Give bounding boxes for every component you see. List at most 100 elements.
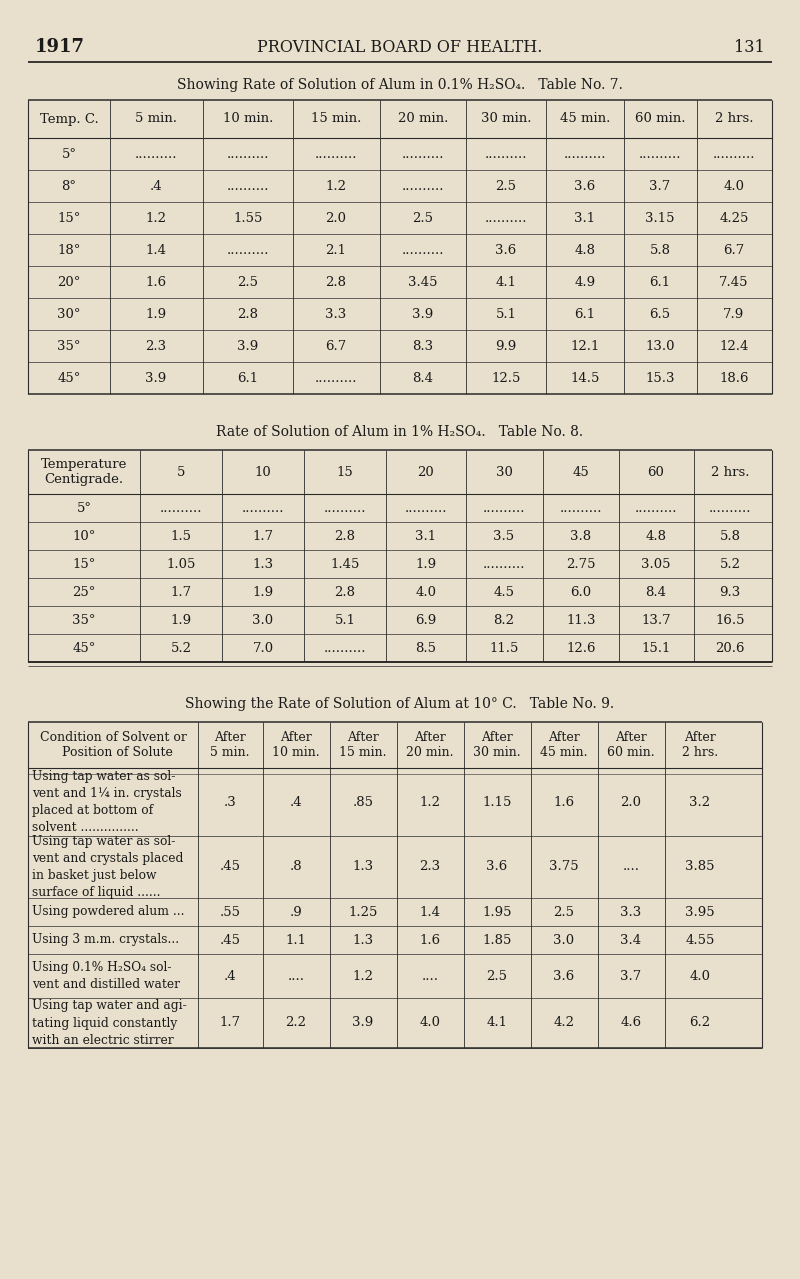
Text: 13.7: 13.7 — [641, 614, 671, 627]
Text: 3.0: 3.0 — [253, 614, 274, 627]
Text: 1.2: 1.2 — [146, 211, 166, 225]
Text: 6.1: 6.1 — [574, 307, 595, 321]
Text: 8.5: 8.5 — [415, 642, 437, 655]
Text: 3.6: 3.6 — [495, 243, 517, 257]
Text: 5.8: 5.8 — [650, 243, 670, 257]
Text: 8.3: 8.3 — [413, 339, 434, 353]
Text: 7.45: 7.45 — [719, 275, 749, 289]
Text: 12.6: 12.6 — [566, 642, 596, 655]
Text: ..........: .......... — [324, 501, 366, 514]
Text: 6.1: 6.1 — [650, 275, 670, 289]
Text: 4.8: 4.8 — [574, 243, 595, 257]
Text: 4.1: 4.1 — [486, 1017, 507, 1030]
Text: 2.0: 2.0 — [326, 211, 346, 225]
Text: Using powdered alum ...: Using powdered alum ... — [32, 906, 185, 918]
Text: 15°: 15° — [72, 558, 96, 570]
Text: After
10 min.: After 10 min. — [272, 732, 320, 758]
Text: 3.45: 3.45 — [408, 275, 438, 289]
Text: 15 min.: 15 min. — [311, 113, 361, 125]
Text: 45 min.: 45 min. — [560, 113, 610, 125]
Text: After
30 min.: After 30 min. — [473, 732, 521, 758]
Text: 18°: 18° — [58, 243, 81, 257]
Text: 5°: 5° — [77, 501, 91, 514]
Text: ..........: .......... — [324, 642, 366, 655]
Text: 18.6: 18.6 — [719, 371, 749, 385]
Text: 3.3: 3.3 — [620, 906, 642, 918]
Text: 6.5: 6.5 — [650, 307, 670, 321]
Text: 3.75: 3.75 — [549, 861, 579, 874]
Text: PROVINCIAL BOARD OF HEALTH.: PROVINCIAL BOARD OF HEALTH. — [258, 38, 542, 55]
Text: 8.4: 8.4 — [413, 371, 434, 385]
Text: 1.4: 1.4 — [146, 243, 166, 257]
Text: 3.0: 3.0 — [554, 934, 574, 946]
Text: 4.8: 4.8 — [646, 530, 666, 542]
Text: 10: 10 — [254, 466, 271, 478]
Text: 35°: 35° — [72, 614, 96, 627]
Text: Showing the Rate of Solution of Alum at 10° C.   Table No. 9.: Showing the Rate of Solution of Alum at … — [186, 697, 614, 711]
Text: Showing Rate of Solution of Alum in 0.1% H₂SO₄.   Table No. 7.: Showing Rate of Solution of Alum in 0.1%… — [177, 78, 623, 92]
Text: 2.3: 2.3 — [146, 339, 166, 353]
Text: 20°: 20° — [58, 275, 81, 289]
Text: 1.9: 1.9 — [170, 614, 191, 627]
Text: 1.4: 1.4 — [419, 906, 441, 918]
Text: 4.0: 4.0 — [415, 586, 437, 599]
Text: 1.1: 1.1 — [286, 934, 306, 946]
Text: 4.25: 4.25 — [719, 211, 749, 225]
Text: 5 min.: 5 min. — [135, 113, 177, 125]
Text: 1.9: 1.9 — [415, 558, 437, 570]
Text: 1.85: 1.85 — [482, 934, 512, 946]
Text: 15.3: 15.3 — [646, 371, 674, 385]
Text: 1.5: 1.5 — [170, 530, 191, 542]
Text: 3.2: 3.2 — [690, 796, 710, 808]
Text: 3.1: 3.1 — [574, 211, 595, 225]
Text: 3.6: 3.6 — [486, 861, 508, 874]
Text: 45°: 45° — [72, 642, 96, 655]
Text: 2.5: 2.5 — [495, 179, 517, 193]
Text: 14.5: 14.5 — [570, 371, 600, 385]
Text: 20 min.: 20 min. — [398, 113, 448, 125]
Text: ....: .... — [422, 969, 438, 982]
Text: ..........: .......... — [134, 147, 178, 160]
Text: 1.15: 1.15 — [482, 796, 512, 808]
Text: 2.75: 2.75 — [566, 558, 596, 570]
Text: 12.1: 12.1 — [570, 339, 600, 353]
Text: 3.9: 3.9 — [352, 1017, 374, 1030]
Text: 45: 45 — [573, 466, 590, 478]
Text: 3.9: 3.9 — [412, 307, 434, 321]
Text: 1.2: 1.2 — [353, 969, 374, 982]
Text: 6.0: 6.0 — [570, 586, 591, 599]
Text: ..........: .......... — [482, 501, 526, 514]
Text: 10 min.: 10 min. — [223, 113, 273, 125]
Text: 11.5: 11.5 — [490, 642, 518, 655]
Text: 3.7: 3.7 — [650, 179, 670, 193]
Text: 4.6: 4.6 — [621, 1017, 642, 1030]
Text: 3.4: 3.4 — [621, 934, 642, 946]
Text: 4.0: 4.0 — [723, 179, 745, 193]
Text: 4.55: 4.55 — [686, 934, 714, 946]
Text: 4.9: 4.9 — [574, 275, 595, 289]
Text: 1.6: 1.6 — [146, 275, 166, 289]
Text: Temperature
Centigrade.: Temperature Centigrade. — [41, 458, 127, 486]
Text: 2.3: 2.3 — [419, 861, 441, 874]
Text: 7.0: 7.0 — [253, 642, 274, 655]
Text: ..........: .......... — [713, 147, 755, 160]
Text: 2.2: 2.2 — [286, 1017, 306, 1030]
Text: ....: .... — [287, 969, 305, 982]
Text: 1.3: 1.3 — [353, 861, 374, 874]
Text: Using tap water and agi-
tating liquid constantly
with an electric stirrer: Using tap water and agi- tating liquid c… — [32, 999, 186, 1046]
Text: 2.8: 2.8 — [334, 530, 355, 542]
Text: 16.5: 16.5 — [715, 614, 745, 627]
Text: ..........: .......... — [314, 371, 358, 385]
Text: 3.9: 3.9 — [146, 371, 166, 385]
Text: 3.15: 3.15 — [646, 211, 674, 225]
Text: 8.2: 8.2 — [494, 614, 514, 627]
Text: 1.9: 1.9 — [146, 307, 166, 321]
Text: 1.9: 1.9 — [253, 586, 274, 599]
Text: 5°: 5° — [62, 147, 77, 160]
Text: 1917: 1917 — [35, 38, 85, 56]
Text: 1.45: 1.45 — [330, 558, 360, 570]
Text: .45: .45 — [219, 934, 241, 946]
Text: ..........: .......... — [242, 501, 284, 514]
Text: ..........: .......... — [634, 501, 678, 514]
Text: 4.0: 4.0 — [690, 969, 710, 982]
